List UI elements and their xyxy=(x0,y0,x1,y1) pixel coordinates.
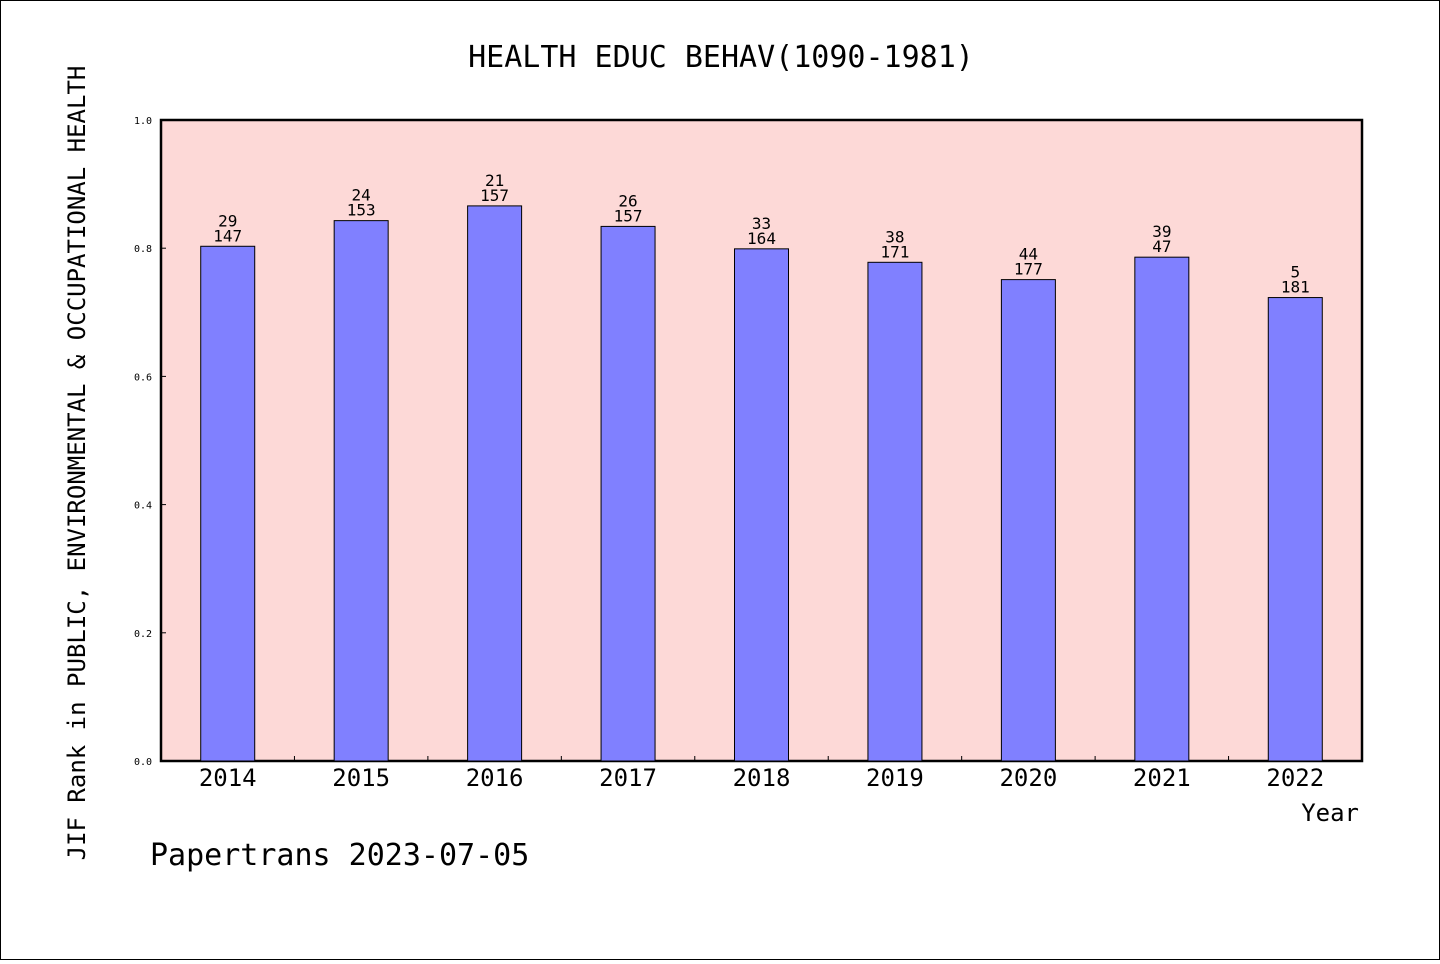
x-tick-label-2019: 2019 xyxy=(866,764,924,792)
total-label-2018: 164 xyxy=(747,229,776,248)
total-label-2015: 153 xyxy=(347,201,376,220)
footer-text: Papertrans 2023-07-05 xyxy=(150,838,529,873)
bar-2014 xyxy=(200,245,256,762)
chart-title: HEALTH EDUC BEHAV(1090-1981) xyxy=(468,40,974,75)
x-axis: 2014 2015 2016 2017 2018 2019 2020 2021 2022 xyxy=(199,756,1324,792)
total-label-2014: 147 xyxy=(213,226,242,245)
bar-2021 xyxy=(1134,256,1190,762)
y-axis: 0.0 0.2 0.4 0.6 0.8 1.0 xyxy=(134,116,166,768)
total-label-2017: 157 xyxy=(614,206,643,225)
y-axis-label: JIF Rank in PUBLIC, ENVIRONMENTAL & OCCU… xyxy=(63,66,91,861)
rank-label-2021: 39 xyxy=(1152,222,1171,241)
bar-2020 xyxy=(1000,279,1056,762)
x-tick-label-2022: 2022 xyxy=(1266,764,1324,792)
x-tick-label-2021: 2021 xyxy=(1133,764,1191,792)
bar-2016 xyxy=(467,205,523,762)
y-tick-label-0.8: 0.8 xyxy=(134,244,152,255)
total-label-2019: 171 xyxy=(880,242,909,261)
y-tick-label-0.4: 0.4 xyxy=(134,501,152,512)
x-tick-label-2015: 2015 xyxy=(332,764,390,792)
total-label-2021: 47 xyxy=(1152,237,1171,256)
x-tick-label-2014: 2014 xyxy=(199,764,257,792)
total-label-2022: 181 xyxy=(1281,278,1310,297)
total-label-2020: 177 xyxy=(1014,260,1043,279)
rank-label-2016: 21 xyxy=(485,171,504,190)
bar-2018 xyxy=(734,248,789,762)
y-tick-label-0.2: 0.2 xyxy=(134,629,152,640)
rank-label-2022: 5 xyxy=(1290,263,1300,282)
rank-label-2015: 24 xyxy=(352,186,371,205)
y-tick-label-0.6: 0.6 xyxy=(134,372,152,383)
y-tick-label-0.0: 0.0 xyxy=(134,757,152,768)
bar-2015 xyxy=(333,220,389,762)
rank-label-2017: 26 xyxy=(618,191,637,210)
bar-2017 xyxy=(600,225,656,762)
x-tick-label-2016: 2016 xyxy=(466,764,524,792)
bar-2022 xyxy=(1267,297,1323,762)
bars-layer xyxy=(200,205,1323,762)
x-tick-label-2017: 2017 xyxy=(599,764,657,792)
rank-label-2014: 29 xyxy=(218,211,237,230)
rank-label-2019: 38 xyxy=(885,227,904,246)
x-tick-label-2018: 2018 xyxy=(733,764,791,792)
y-tick-label-1.0: 1.0 xyxy=(134,116,152,127)
x-axis-label: Year xyxy=(1301,799,1359,827)
rank-label-2020: 44 xyxy=(1019,245,1038,264)
x-tick-label-2020: 2020 xyxy=(999,764,1057,792)
rank-label-2018: 33 xyxy=(752,214,771,233)
bar-2019 xyxy=(867,261,923,762)
total-label-2016: 157 xyxy=(480,186,509,205)
